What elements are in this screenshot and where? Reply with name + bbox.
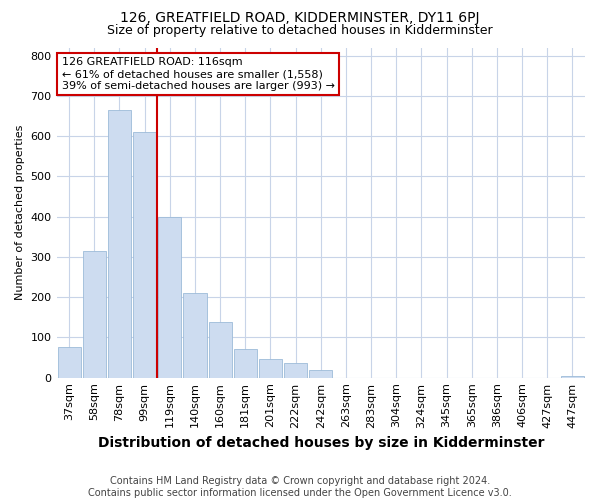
Bar xyxy=(108,110,131,378)
Bar xyxy=(158,216,181,378)
Bar xyxy=(209,322,232,378)
Bar xyxy=(133,132,156,378)
X-axis label: Distribution of detached houses by size in Kidderminster: Distribution of detached houses by size … xyxy=(98,436,544,450)
Bar xyxy=(234,350,257,378)
Bar xyxy=(561,376,584,378)
Text: 126, GREATFIELD ROAD, KIDDERMINSTER, DY11 6PJ: 126, GREATFIELD ROAD, KIDDERMINSTER, DY1… xyxy=(120,11,480,25)
Text: 126 GREATFIELD ROAD: 116sqm
← 61% of detached houses are smaller (1,558)
39% of : 126 GREATFIELD ROAD: 116sqm ← 61% of det… xyxy=(62,58,335,90)
Bar xyxy=(83,251,106,378)
Bar xyxy=(58,348,80,378)
Bar xyxy=(184,293,206,378)
Y-axis label: Number of detached properties: Number of detached properties xyxy=(15,125,25,300)
Bar xyxy=(309,370,332,378)
Bar xyxy=(259,359,282,378)
Text: Size of property relative to detached houses in Kidderminster: Size of property relative to detached ho… xyxy=(107,24,493,37)
Text: Contains HM Land Registry data © Crown copyright and database right 2024.
Contai: Contains HM Land Registry data © Crown c… xyxy=(88,476,512,498)
Bar xyxy=(284,363,307,378)
